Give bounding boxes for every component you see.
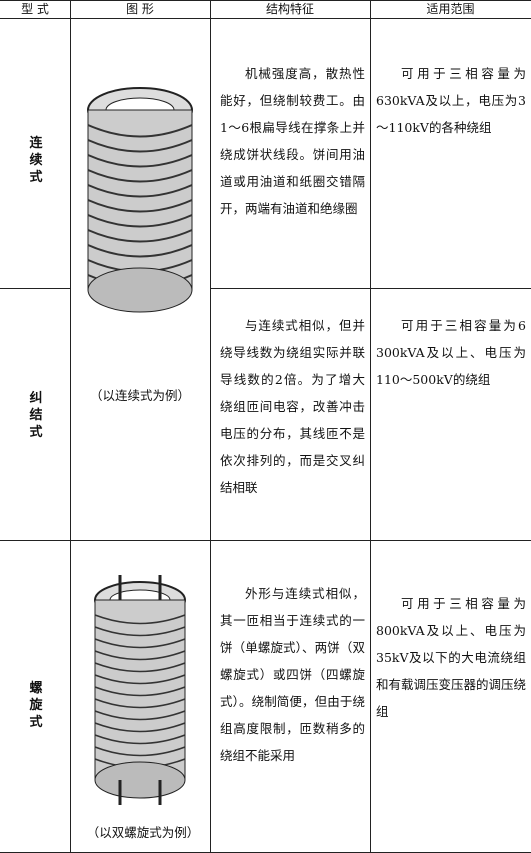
continuous-coil-figure [87, 87, 193, 313]
structure-text: 外形与连续式相似，其一匝相当于连续式的一饼（单螺旋式）、两饼（双螺旋式）或四饼（… [220, 586, 365, 763]
structure-text: 与连续式相似，但并绕导线数为绕组实际并联导线数的2倍。为了增大绕组匝间电容，改善… [220, 318, 365, 495]
type-label: 螺旋式 [29, 681, 43, 730]
type-label: 连续式 [29, 136, 43, 185]
range-text: 可用于三相容量为6 300kVA及以上、电压为110～500kV的绕组 [376, 318, 526, 387]
figure-caption: （以双螺旋式为例） [86, 825, 200, 840]
rule [70, 0, 71, 853]
range-text: 可用于三相容量为630kVA及以上，电压为3～110kV的各种绕组 [376, 66, 526, 135]
rule [0, 540, 531, 541]
figure-caption: （以连续式为例） [89, 388, 190, 403]
helical-coil-figure [94, 575, 186, 805]
header-cell: 型 式 [21, 2, 49, 16]
rule [0, 288, 70, 289]
header-cell: 图 形 [126, 2, 154, 16]
rule [210, 0, 211, 853]
range-text: 可用于三相容量为800kVA及以上、电压为35kV及以下的大电流绕组和有载调压变… [376, 596, 527, 719]
header-cell: 适用范围 [426, 2, 475, 16]
rule [370, 0, 371, 853]
rule [0, 18, 531, 19]
rule [0, 0, 531, 1]
type-label: 纠结式 [29, 391, 43, 440]
header-cell: 结构特征 [265, 2, 314, 16]
structure-text: 机械强度高，散热性能好，但绕制较费工。由1～6根扁导线在撑条上并绕成饼状线段。饼… [220, 66, 365, 216]
